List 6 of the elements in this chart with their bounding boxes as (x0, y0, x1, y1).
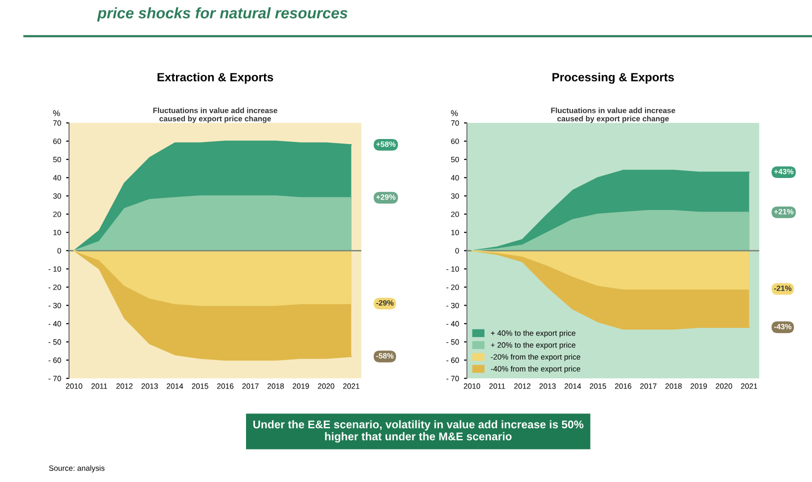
text: price shocks for natural resources (97, 7, 348, 22)
text: Under the E&E scenario, volatility in value add increase is 50% higher that under the M&E scenario (253, 420, 584, 443)
chart-title: Processing & Exports (552, 72, 674, 84)
chart-title: Extraction & Exports (158, 72, 274, 84)
y-axis-title: % (451, 110, 458, 116)
y-axis-title: % (53, 110, 60, 116)
